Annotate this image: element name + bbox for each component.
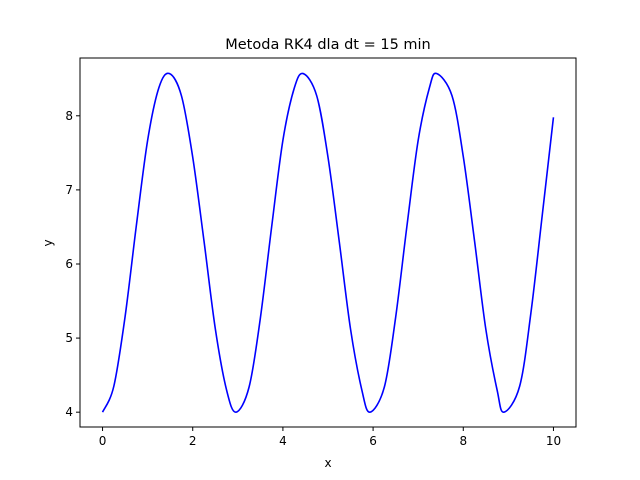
x-tick-label-10: 10 bbox=[546, 434, 561, 448]
y-tick-label-5: 5 bbox=[65, 331, 73, 345]
y-tick-label-4: 4 bbox=[65, 405, 73, 419]
series-line-0 bbox=[101, 72, 555, 413]
y-tick-label-8: 8 bbox=[65, 109, 73, 123]
x-tick-label-0: 0 bbox=[99, 434, 107, 448]
x-tick-label-4: 4 bbox=[279, 434, 287, 448]
y-tick-label-6: 6 bbox=[65, 257, 73, 271]
x-tick-label-2: 2 bbox=[189, 434, 197, 448]
y-axis-label: y bbox=[41, 239, 55, 246]
plot-area: 0 2 4 6 8 10 4 5 6 7 8 bbox=[65, 57, 577, 448]
x-tick-label-8: 8 bbox=[459, 434, 467, 448]
y-tick-label-7: 7 bbox=[65, 183, 73, 197]
x-axis-label: x bbox=[324, 456, 331, 470]
chart-title: Metoda RK4 dla dt = 15 min bbox=[225, 37, 431, 53]
x-tick-label-6: 6 bbox=[369, 434, 377, 448]
axes-frame bbox=[79, 57, 577, 428]
